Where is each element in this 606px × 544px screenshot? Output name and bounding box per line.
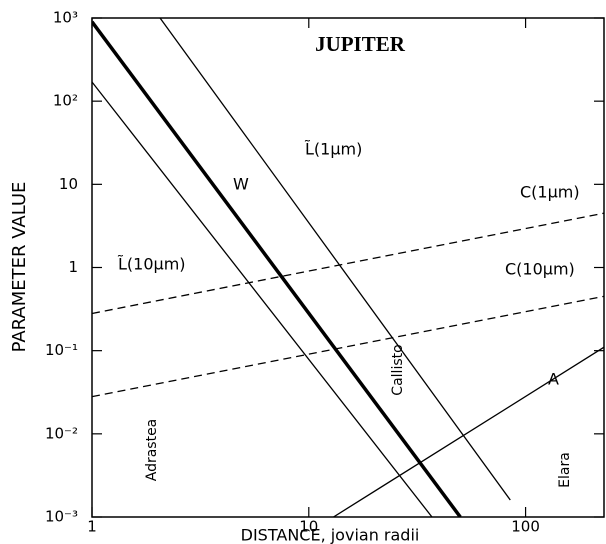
x-axis-label: DISTANCE, jovian radii bbox=[241, 526, 420, 544]
moon-label: Callisto bbox=[390, 344, 406, 395]
series-label: C(10μm) bbox=[505, 260, 575, 279]
x-tick-label: 10 bbox=[299, 518, 318, 536]
y-tick-label: 10³ bbox=[53, 9, 78, 27]
series-line bbox=[333, 346, 604, 517]
chart-title: JUPITER bbox=[315, 32, 406, 56]
series-line bbox=[92, 20, 462, 517]
x-tick-label: 1 bbox=[87, 518, 97, 536]
series-label: C(1μm) bbox=[520, 183, 580, 202]
y-tick-label: 10⁻² bbox=[45, 424, 78, 442]
series-line bbox=[92, 212, 604, 315]
y-axis-label: PARAMETER VALUE bbox=[9, 182, 30, 353]
series-label: A bbox=[548, 370, 559, 389]
series-line bbox=[92, 295, 604, 398]
series-line bbox=[92, 81, 433, 517]
moon-label: Adrastea bbox=[144, 419, 160, 482]
y-tick-label: 10² bbox=[53, 92, 78, 110]
y-tick-label: 10 bbox=[59, 175, 78, 193]
series-label: L̃(10μm) bbox=[117, 255, 185, 274]
series-line bbox=[159, 18, 511, 501]
x-tick-label: 100 bbox=[511, 518, 540, 536]
y-tick-label: 10⁻¹ bbox=[45, 341, 78, 359]
series-label: L̃(1μm) bbox=[304, 140, 362, 159]
series-label: W bbox=[233, 175, 249, 194]
y-tick-label: 1 bbox=[68, 258, 78, 276]
moon-label: Elara bbox=[557, 452, 573, 488]
y-tick-label: 10⁻³ bbox=[45, 508, 78, 526]
